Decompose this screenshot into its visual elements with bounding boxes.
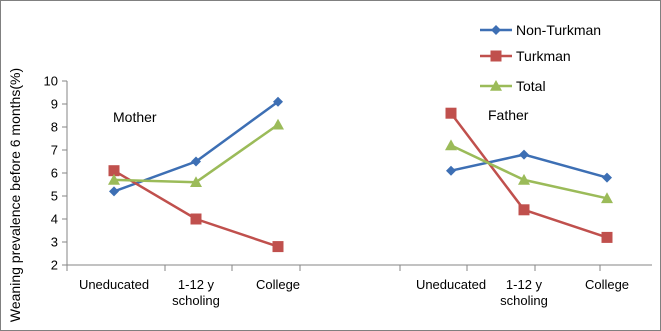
y-tick-label: 4 bbox=[51, 212, 58, 227]
series-line-non-turkman bbox=[450, 153, 608, 179]
x-category-label: College bbox=[585, 277, 629, 292]
series-line-turkman bbox=[450, 112, 608, 239]
y-tick-label: 10 bbox=[44, 74, 58, 89]
legend-label-non-turkman: Non-Turkman bbox=[516, 22, 601, 38]
data-point-non-turkman bbox=[109, 186, 119, 197]
data-point-turkman bbox=[190, 213, 202, 225]
x-category-label: scholing bbox=[500, 293, 548, 308]
data-point-non-turkman bbox=[446, 165, 456, 176]
data-point-non-turkman bbox=[273, 96, 283, 107]
x-category-label: Uneducated bbox=[79, 277, 149, 292]
legend-label-total: Total bbox=[516, 78, 546, 94]
y-tick-label: 9 bbox=[51, 97, 58, 112]
y-tick-label: 3 bbox=[51, 235, 58, 250]
data-point-total bbox=[108, 173, 120, 185]
data-point-non-turkman bbox=[602, 172, 612, 183]
data-point-turkman bbox=[108, 165, 120, 177]
x-category-label: 1-12 y bbox=[178, 277, 215, 292]
data-point-turkman bbox=[445, 107, 457, 119]
data-point-turkman bbox=[518, 204, 530, 216]
x-category-label: 1-12 y bbox=[506, 277, 543, 292]
y-tick-label: 5 bbox=[51, 189, 58, 204]
data-point-non-turkman bbox=[519, 149, 529, 160]
x-category-label: College bbox=[256, 277, 300, 292]
series-line-total bbox=[113, 123, 279, 184]
data-point-total bbox=[601, 192, 613, 204]
legend-label-turkman: Turkman bbox=[516, 48, 571, 64]
panel-label-mother: Mother bbox=[113, 109, 157, 125]
y-tick-label: 7 bbox=[51, 143, 58, 158]
legend-marker-non-turkman bbox=[491, 25, 501, 35]
data-point-total bbox=[190, 176, 202, 187]
y-tick-label: 2 bbox=[51, 258, 58, 273]
legend-marker-turkman bbox=[490, 50, 502, 62]
data-point-non-turkman bbox=[191, 156, 201, 167]
data-point-total bbox=[272, 118, 284, 130]
y-tick-label: 8 bbox=[51, 120, 58, 135]
x-category-label: scholing bbox=[172, 293, 220, 308]
panel-label-father: Father bbox=[488, 107, 529, 123]
data-point-turkman bbox=[601, 231, 613, 243]
data-point-total bbox=[518, 173, 530, 185]
y-axis-title: Weaning prevalence before 6 months(%) bbox=[7, 68, 23, 322]
data-point-total bbox=[445, 139, 457, 151]
legend-marker-total bbox=[490, 80, 502, 91]
x-category-label: Uneducated bbox=[416, 277, 486, 292]
y-tick-label: 6 bbox=[51, 166, 58, 181]
data-point-turkman bbox=[272, 241, 284, 253]
